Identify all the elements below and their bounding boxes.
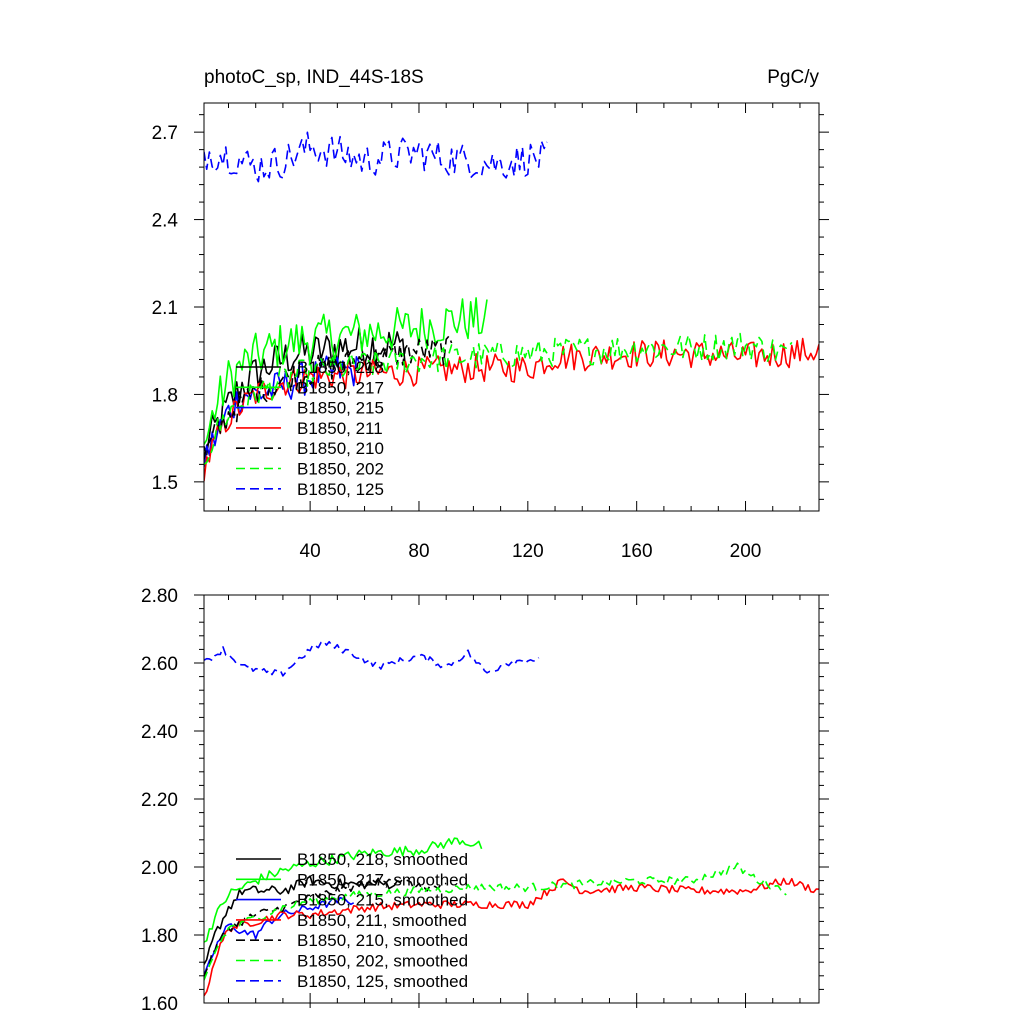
y-tick-label: 1.60 (141, 994, 178, 1015)
series-line-4 (204, 335, 453, 460)
y-tick-label: 1.5 (152, 473, 178, 494)
series-line-3 (204, 877, 819, 997)
x-tick-label: 120 (512, 541, 544, 562)
chart-title: photoC_sp, IND_44S-18S (204, 67, 424, 88)
bottom-chart: 1.60 1.80 2.00 2.20 2.40 2.60 2.80 B1850, 218,… (141, 586, 829, 1015)
axis-tick-labels-group: 1.5 1.8 2.1 2.4 2.7 40 80 120 160 200 (152, 123, 762, 562)
series-line-1 (204, 297, 488, 445)
legend-label-2: B1850, 215, smoothed (297, 891, 468, 910)
y-tick-label: 2.40 (141, 722, 178, 743)
chart-units: PgC/y (767, 67, 819, 88)
legend-label-5: B1850, 202 (297, 460, 384, 479)
legend-label-5: B1850, 202, smoothed (297, 952, 468, 971)
y-tick-label: 2.20 (141, 790, 178, 811)
series-line-2 (204, 896, 355, 976)
series-line-1 (204, 837, 483, 943)
y-tick-label: 1.80 (141, 926, 178, 947)
series-line-3 (204, 337, 819, 482)
y-tick-label: 2.60 (141, 654, 178, 675)
series-line-5 (204, 862, 787, 981)
y-tick-label: 2.1 (152, 298, 178, 319)
legend-label-4: B1850, 210 (297, 439, 384, 458)
series-line-6 (204, 640, 540, 677)
axis-ticks-group (194, 594, 829, 1008)
legend-label-6: B1850, 125 (297, 480, 384, 499)
legend-label-0: B1850, 218 (297, 358, 384, 377)
y-tick-label: 2.7 (152, 123, 178, 144)
x-tick-label: 80 (408, 541, 429, 562)
x-tick-label: 200 (730, 541, 762, 562)
series-lines-group (204, 131, 819, 482)
x-tick-label: 160 (621, 541, 653, 562)
series-line-6 (204, 131, 548, 183)
series-line-0 (204, 326, 407, 456)
legend-label-3: B1850, 211 (297, 419, 383, 438)
y-tick-label: 2.80 (141, 586, 178, 607)
axis-ticks-group (194, 103, 829, 511)
legend-label-0: B1850, 218, smoothed (297, 850, 468, 869)
y-tick-label: 2.4 (152, 211, 179, 232)
y-tick-label: 1.8 (152, 385, 178, 406)
legend-label-3: B1850, 211, smoothed (297, 911, 467, 930)
axis-tick-labels-group: 1.60 1.80 2.00 2.20 2.40 2.60 2.80 (141, 586, 178, 1015)
y-tick-label: 2.00 (141, 858, 178, 879)
legend-label-1: B1850, 217 (297, 378, 384, 397)
legend-label-2: B1850, 215 (297, 399, 384, 418)
x-tick-label: 40 (300, 541, 321, 562)
top-chart: photoC_sp, IND_44S-18S PgC/y 1.5 1.8 2.1 2.… (152, 67, 829, 562)
legend-label-1: B1850, 217, smoothed (297, 870, 468, 889)
legend-label-4: B1850, 210, smoothed (297, 931, 468, 950)
legend-label-6: B1850, 125, smoothed (297, 972, 468, 991)
series-line-5 (204, 332, 793, 466)
